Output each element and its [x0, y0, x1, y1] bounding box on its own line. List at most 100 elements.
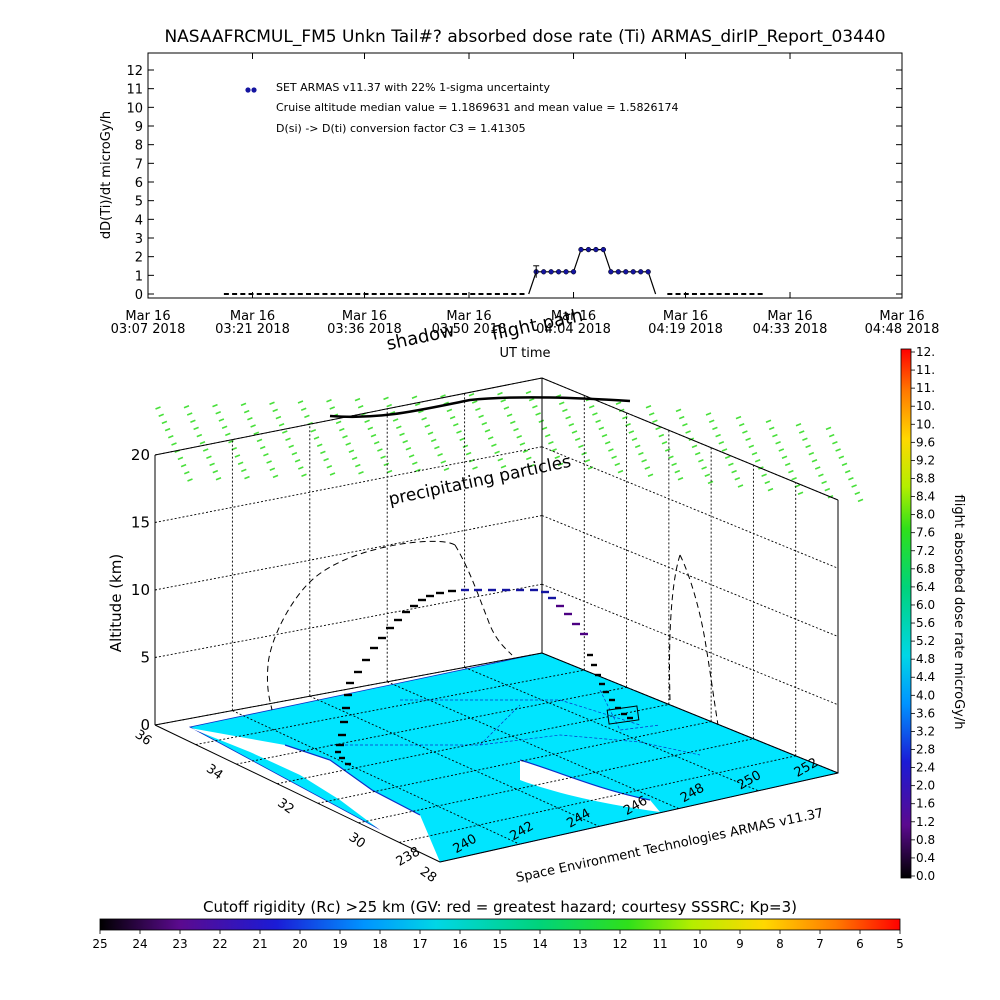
- dose-dash: [661, 441, 668, 445]
- dose-dash: [503, 406, 510, 410]
- legend-line-3: D(si) -> D(ti) conversion factor C3 = 1.…: [276, 122, 526, 135]
- dose-colorbar-tick-label: 8.4: [916, 490, 935, 504]
- dose-dash: [304, 414, 310, 419]
- dose-dash: [405, 447, 412, 451]
- dose-dash: [707, 480, 714, 485]
- altitude-tick-label: 5: [140, 649, 150, 667]
- grid-line: [387, 681, 679, 810]
- dose-dash: [244, 475, 250, 480]
- y-tick-label: 6: [135, 176, 143, 191]
- dose-dash: [475, 407, 481, 411]
- x-tick-label: 03:07 2018: [111, 322, 186, 337]
- dose-dash: [748, 444, 755, 449]
- dose-dash: [628, 430, 635, 434]
- dose-dash: [180, 463, 187, 468]
- dose-dash: [377, 448, 383, 452]
- dose-dash: [161, 420, 168, 425]
- dose-dash: [544, 433, 551, 438]
- dose-colorbar-tick-label: 4.0: [916, 688, 935, 702]
- dose-colorbar-tick-label: 6.0: [916, 598, 935, 612]
- dose-dash: [269, 401, 275, 405]
- dose-colorbar-tick-label: 11.: [916, 363, 935, 377]
- dose-colorbar-tick-label: 10.: [916, 417, 935, 431]
- dose-dash: [168, 435, 174, 439]
- dose-dash: [811, 459, 818, 463]
- dose-dash: [742, 430, 748, 434]
- dose-dash: [731, 469, 737, 474]
- dose-dash: [675, 408, 682, 413]
- dose-dash: [548, 441, 554, 445]
- dose-dash: [745, 437, 751, 441]
- legend-line-2: Cruise altitude median value = 1.1869631…: [276, 101, 679, 114]
- x-tick-label: Mar 16: [230, 309, 275, 324]
- dose-colorbar-tick-label: 5.2: [916, 634, 935, 648]
- dose-dash: [647, 473, 654, 477]
- rc-colorbar-tick-label: 23: [172, 937, 187, 951]
- dose-dash: [737, 484, 744, 488]
- dose-colorbar-tick-label: 2.0: [916, 779, 935, 793]
- dose-dash: [519, 442, 526, 446]
- dose-dash: [668, 455, 674, 459]
- dose-dash: [310, 429, 317, 433]
- dose-dash: [648, 412, 655, 416]
- dose-colorbar-tick-label: 8.8: [916, 471, 935, 485]
- dose-colorbar-tick-label: 0.8: [916, 833, 935, 847]
- dose-dash: [212, 403, 218, 408]
- x-tick-label: 04:33 2018: [753, 322, 828, 337]
- data-point: [600, 246, 607, 253]
- coastline: [284, 744, 651, 816]
- dose-dash: [541, 426, 548, 431]
- dose-dash: [402, 439, 408, 444]
- data-point: [615, 269, 621, 275]
- annotation-flight-path: flight path: [490, 305, 585, 345]
- data-point: [585, 246, 592, 253]
- dose-dash: [604, 441, 611, 445]
- dose-dash: [818, 473, 824, 477]
- y-tick-label: 2: [135, 251, 143, 266]
- dose-dash: [411, 395, 418, 399]
- dose-dash: [392, 418, 399, 422]
- box-edge: [439, 772, 839, 863]
- dose-dash: [183, 405, 190, 409]
- dose-dash: [275, 415, 282, 420]
- dose-dash: [193, 426, 199, 431]
- dose-dash: [297, 400, 304, 404]
- dose-dash: [272, 474, 279, 479]
- dose-dash: [209, 462, 215, 467]
- dose-dash: [497, 391, 503, 396]
- dose-dash: [828, 433, 835, 438]
- dose-colorbar-tick-label: 4.8: [916, 652, 935, 666]
- rc-colorbar-tick-label: 25: [92, 937, 107, 951]
- dose-dash: [677, 477, 684, 481]
- dose-dash: [459, 437, 465, 441]
- dose-dash: [437, 453, 443, 457]
- y-tick-label: 5: [135, 195, 143, 210]
- box-edge: [154, 724, 441, 863]
- dose-dash: [805, 444, 811, 449]
- dose-dash: [532, 405, 538, 409]
- y-tick-label: 0: [135, 288, 143, 303]
- dose-dash: [414, 402, 421, 407]
- dose-dash: [761, 473, 767, 477]
- dose-dash: [814, 466, 821, 470]
- dose-colorbar-tick-label: 4.4: [916, 670, 935, 684]
- grid-line: [232, 710, 520, 845]
- dose-dash: [373, 441, 380, 445]
- dose-dash: [554, 455, 561, 459]
- dose-dash: [764, 480, 771, 485]
- dose-dash: [329, 406, 335, 410]
- dose-dash: [500, 399, 506, 403]
- dose-colorbar-tick-label: 10.: [916, 399, 935, 413]
- grid-line: [154, 515, 543, 591]
- dose-dash: [164, 427, 171, 432]
- dose-dash: [278, 423, 285, 427]
- dose-dash: [491, 443, 497, 447]
- y-tick-label: 7: [135, 157, 143, 172]
- dose-dash: [614, 462, 621, 467]
- dose-dash: [196, 433, 203, 438]
- dose-dash: [256, 438, 263, 443]
- rc-colorbar-tick-label: 9: [736, 937, 744, 951]
- altitude-tick-label: 10: [131, 581, 150, 599]
